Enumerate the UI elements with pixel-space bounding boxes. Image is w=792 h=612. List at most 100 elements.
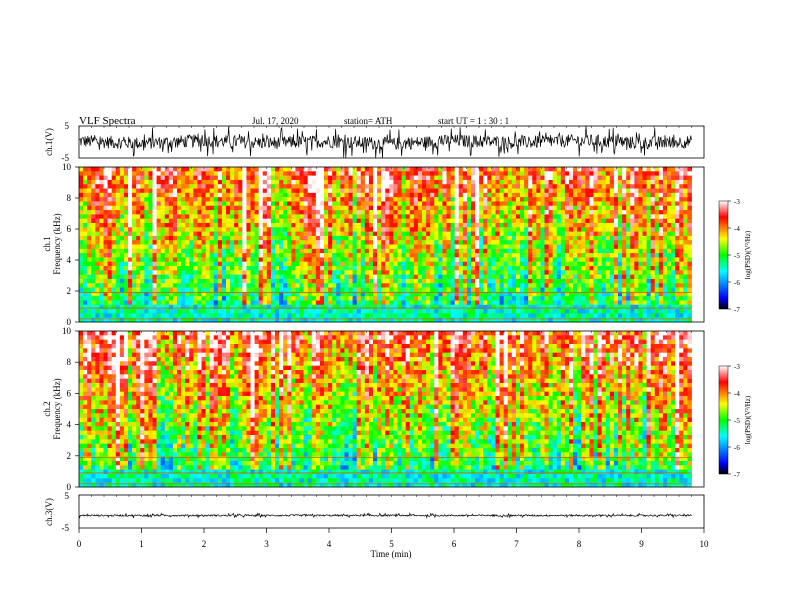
spectrogram-cell: [221, 192, 227, 198]
spectrogram-cell: [266, 184, 272, 189]
spectrogram-cell: [254, 179, 260, 185]
spectrogram-cell: [683, 227, 688, 232]
spectrogram-cell: [520, 197, 525, 202]
spectrogram-cell: [462, 175, 468, 181]
spectrogram-cell: [532, 248, 537, 254]
spectrogram-cell: [364, 278, 370, 284]
spectrogram-cell: [544, 167, 549, 172]
spectrogram-cell: [426, 192, 431, 198]
spectrogram-cell: [107, 214, 113, 220]
spectrogram-cell: [250, 171, 255, 177]
spectrogram-cell: [119, 210, 125, 215]
spectrogram-cell: [254, 227, 260, 232]
spectrogram-cell: [540, 175, 545, 181]
spectrogram-cell: [279, 261, 284, 267]
spectrogram-cell: [348, 235, 353, 241]
spectrogram-cell: [634, 171, 639, 177]
spectrogram-cell: [483, 227, 488, 232]
spectrogram-cell: [618, 214, 623, 220]
spectrogram-cell: [462, 244, 468, 250]
spectrogram-cell: [217, 266, 223, 271]
spectrogram-cell: [577, 253, 582, 258]
spectrogram-cell: [536, 240, 541, 245]
spectrogram-cell: [270, 300, 276, 306]
spectrogram-cell: [156, 210, 162, 215]
spectrogram-cell: [650, 210, 656, 215]
spectrogram-cell: [544, 201, 549, 207]
spectrogram-cell: [303, 287, 309, 293]
spectrogram-cell: [667, 197, 672, 202]
spectrogram-cell: [324, 175, 329, 181]
spectrogram-cell: [499, 253, 505, 258]
spectrogram-cell: [662, 283, 668, 288]
spectrogram-cell: [340, 283, 345, 288]
spectrogram-cell: [156, 257, 162, 263]
spectrogram-cell: [532, 218, 537, 224]
spectrogram-cell: [381, 218, 386, 224]
spectrogram-cell: [111, 227, 117, 232]
spectrogram-cell: [564, 235, 570, 241]
spectrogram-cell: [185, 309, 190, 314]
spectrogram-cell: [405, 304, 411, 310]
spectrogram-cell: [168, 175, 174, 181]
spectrogram-cell: [622, 296, 627, 301]
spectrogram-cell: [189, 278, 194, 284]
spectrogram-cell: [471, 296, 476, 301]
spectrogram-cell: [515, 197, 521, 202]
spectrogram-cell: [577, 205, 582, 211]
spectrogram-cell: [405, 257, 411, 263]
spectrogram-cell: [185, 179, 190, 185]
spectrogram-cell: [462, 261, 468, 267]
spectrogram-cell: [397, 274, 402, 280]
spectrogram-cell: [340, 278, 345, 284]
spectrogram-cell: [413, 235, 419, 241]
spectrogram-cell: [646, 201, 652, 207]
spectrogram-cell: [454, 274, 460, 280]
spectrogram-cell: [650, 222, 656, 228]
spectrogram-cell: [373, 274, 378, 280]
spectrogram-cell: [136, 274, 141, 280]
spectrogram-cell: [515, 167, 521, 172]
spectrogram-cell: [168, 197, 174, 202]
spectrogram-cell: [438, 257, 443, 263]
spectrogram-cell: [336, 188, 341, 194]
spectrogram-cell: [209, 240, 215, 245]
spectrogram-cell: [258, 175, 264, 181]
spectrogram-cell: [95, 167, 100, 172]
spectrogram-cell: [107, 291, 113, 297]
spectrogram-cell: [401, 235, 407, 241]
spectrogram-cell: [679, 274, 684, 280]
spectrogram-cell: [430, 278, 435, 284]
spectrogram-cell: [307, 274, 313, 280]
spectrogram-cell: [115, 266, 121, 271]
spectrogram-cell: [642, 188, 647, 194]
spectrogram-cell: [564, 214, 570, 220]
spectrogram-cell: [152, 175, 157, 181]
spectrogram-cell: [675, 304, 680, 310]
spectrogram-cell: [618, 304, 623, 310]
spectrogram-cell: [569, 244, 574, 250]
spectrogram-cell: [185, 205, 190, 211]
spectrogram-cell: [552, 179, 558, 185]
spectrogram-cell: [475, 231, 480, 237]
spectrogram-cell: [556, 231, 562, 237]
spectrogram-cell: [119, 270, 125, 276]
spectrogram-cell: [499, 231, 505, 237]
spectrogram-cell: [483, 291, 488, 297]
spectrogram-cell: [642, 283, 647, 288]
spectrogram-cell: [103, 197, 108, 202]
spectrogram-cell: [650, 300, 656, 306]
spectrogram-cell: [319, 257, 325, 263]
spectrogram-cell: [160, 201, 166, 207]
spectrogram-cell: [344, 210, 349, 215]
spectrogram-cell: [479, 231, 484, 237]
spectrogram-cell: [487, 296, 492, 301]
spectrogram-cell: [128, 197, 133, 202]
spectrogram-cell: [413, 227, 419, 232]
spectrogram-cell: [577, 270, 582, 276]
spectrogram-cell: [450, 287, 456, 293]
spectrogram-cell: [487, 266, 492, 271]
spectrogram-cell: [401, 296, 407, 301]
spectrogram-cell: [430, 248, 435, 254]
spectrogram-cell: [83, 192, 88, 198]
